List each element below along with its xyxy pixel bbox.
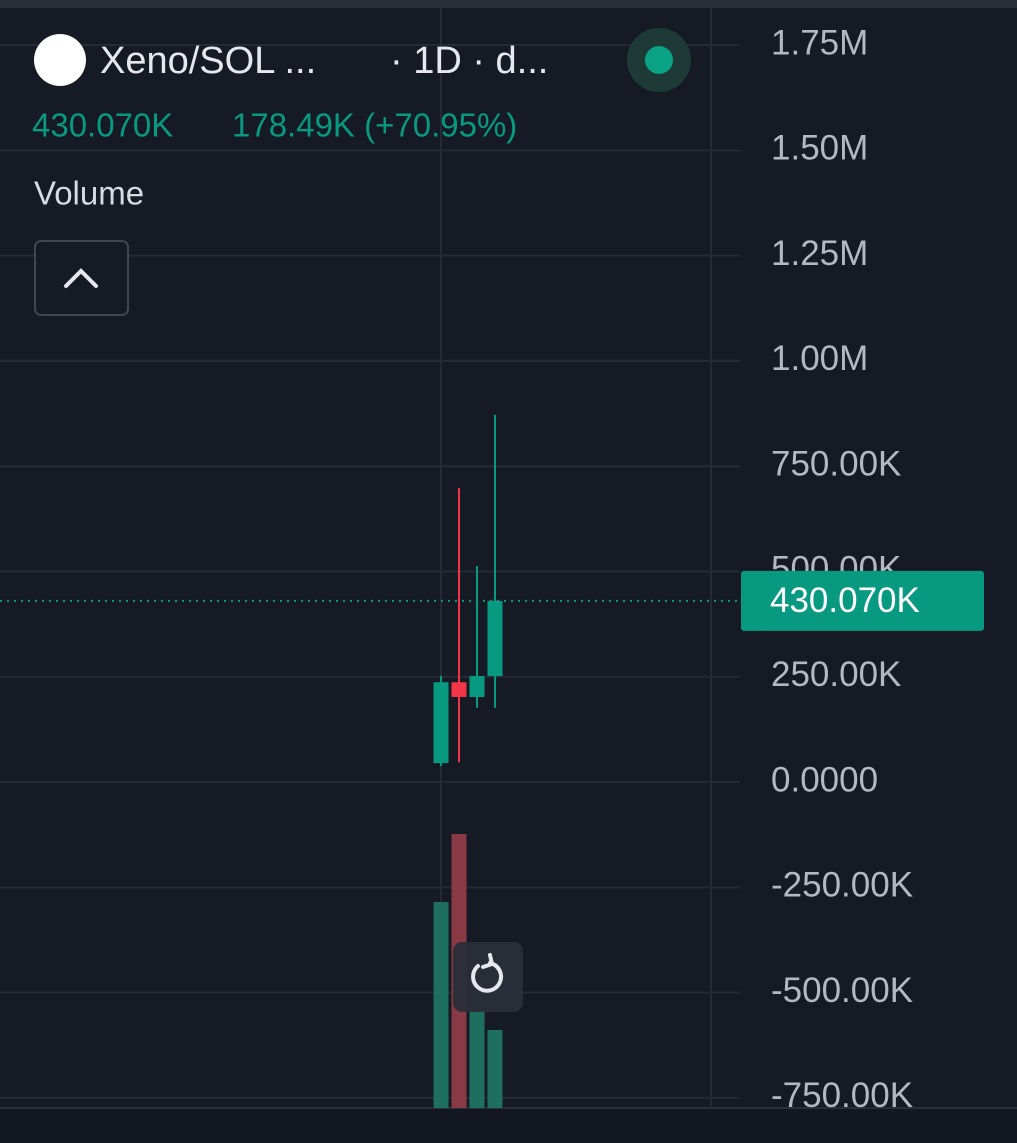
symbol-logo <box>34 34 86 86</box>
last-price-tag <box>741 570 984 631</box>
volume-bar <box>433 902 449 1108</box>
y-tick-label: -750.00K <box>771 1076 913 1115</box>
time-axis-strip <box>0 1108 1017 1143</box>
y-tick-label: 1.50M <box>771 129 868 168</box>
last-price: 430.070K <box>0 570 984 631</box>
collapse-icon <box>64 268 98 288</box>
y-tick-label: 250.00K <box>771 655 901 694</box>
y-tick-label: -250.00K <box>771 866 913 905</box>
y-tick-label: -500.00K <box>771 971 913 1010</box>
collapse-button[interactable] <box>34 240 129 316</box>
y-tick-label: 1.00M <box>771 339 868 378</box>
reset-button[interactable] <box>453 942 523 1012</box>
price-axis: 1.75M1.50M1.25M1.00M750.00K500.00K250.00… <box>771 23 913 1115</box>
y-tick-label: 1.25M <box>771 234 868 273</box>
status-dot <box>645 46 673 74</box>
candles <box>433 414 503 767</box>
y-tick-label: 750.00K <box>771 444 901 483</box>
candle-body <box>433 682 449 764</box>
last-price-label: 430.070K <box>770 581 920 620</box>
reset-icon <box>471 961 504 993</box>
candle-body <box>451 682 467 697</box>
volume-bar <box>487 1030 503 1108</box>
candle-body <box>469 676 485 697</box>
top-border <box>0 0 1017 8</box>
y-tick-label: 0.0000 <box>771 760 878 799</box>
y-tick-label: 1.75M <box>771 23 868 62</box>
reset-icon-arrow <box>481 953 494 969</box>
candle-body <box>487 600 503 677</box>
symbol-title[interactable]: Xeno/SOL ... <box>100 40 316 82</box>
header-change: 178.49K (+70.95%) <box>232 107 517 144</box>
header-price: 430.070K <box>32 107 173 144</box>
interval: · 1D · d... <box>390 40 548 82</box>
volume-bar <box>469 1010 485 1108</box>
indicator-label: Volume <box>34 175 144 212</box>
